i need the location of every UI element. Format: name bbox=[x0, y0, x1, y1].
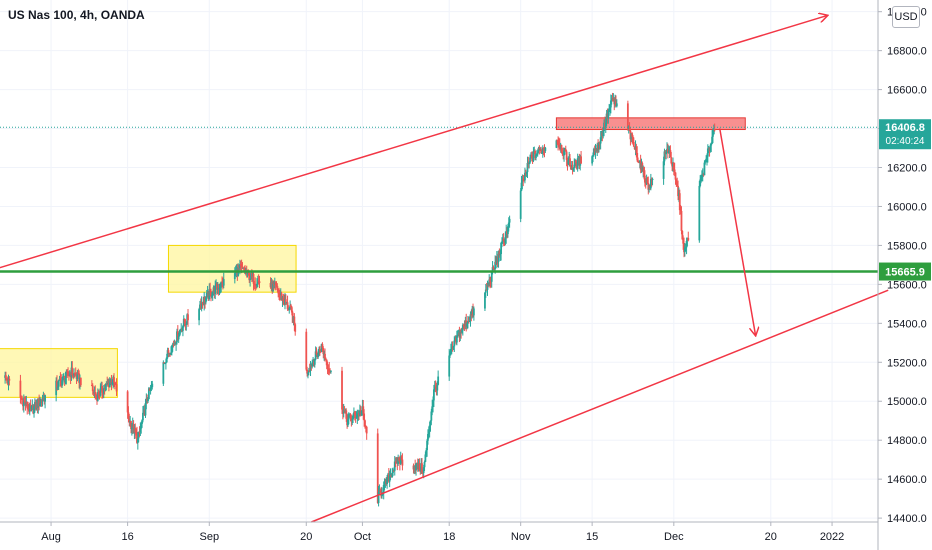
candle-body bbox=[71, 368, 73, 375]
candle-body bbox=[520, 191, 522, 219]
candle-body bbox=[113, 377, 115, 382]
candle-body bbox=[436, 385, 438, 391]
candle-body bbox=[473, 308, 475, 315]
x-tick-label: 20 bbox=[300, 531, 312, 543]
candle-body bbox=[305, 332, 307, 370]
candle-body bbox=[151, 384, 153, 387]
candle-body bbox=[178, 336, 180, 339]
candle-body bbox=[674, 169, 676, 172]
candle-body bbox=[259, 281, 261, 283]
y-tick-label: 14400.0 bbox=[887, 513, 927, 525]
y-tick-label: 16800.0 bbox=[887, 46, 927, 58]
x-tick-label: Aug bbox=[41, 531, 61, 543]
candle-body bbox=[714, 129, 716, 130]
candle-body bbox=[116, 384, 118, 391]
candle-body bbox=[577, 158, 579, 169]
candle-body bbox=[5, 375, 7, 378]
candle-body bbox=[58, 380, 60, 386]
candle-body bbox=[616, 103, 618, 106]
x-tick-label: 20 bbox=[765, 531, 777, 543]
candle-body bbox=[8, 379, 10, 381]
candle-body bbox=[633, 142, 635, 147]
candle-body bbox=[366, 427, 368, 434]
candle-body bbox=[198, 309, 200, 320]
y-tick-label: 15200.0 bbox=[887, 357, 927, 369]
candle-body bbox=[363, 414, 365, 421]
candle-body bbox=[402, 460, 404, 466]
y-tick-label: 15000.0 bbox=[887, 396, 927, 408]
y-tick-label: 16200.0 bbox=[887, 163, 927, 175]
candle-body bbox=[544, 148, 546, 151]
candle-body bbox=[341, 371, 343, 410]
candle-body bbox=[448, 356, 450, 377]
candle-body bbox=[44, 395, 46, 401]
candle-body bbox=[147, 399, 149, 401]
candle-body bbox=[681, 211, 683, 231]
candle-body bbox=[424, 462, 426, 467]
candle-body bbox=[698, 186, 700, 240]
y-tick-label: 16600.0 bbox=[887, 85, 927, 97]
candle-body bbox=[80, 378, 82, 385]
candle-body bbox=[675, 172, 677, 179]
y-tick-label: 15600.0 bbox=[887, 279, 927, 291]
candle-body bbox=[580, 156, 582, 163]
grid bbox=[0, 0, 878, 522]
candle-body bbox=[627, 103, 629, 129]
candle-body bbox=[637, 160, 639, 161]
chart-title: US Nas 100, 4h, OANDA bbox=[8, 8, 145, 22]
last-price-label: 16406.8 bbox=[885, 122, 925, 134]
y-tick-label: 14800.0 bbox=[887, 435, 927, 447]
candle-body bbox=[223, 279, 225, 285]
candle-body bbox=[214, 286, 216, 295]
countdown-label: 02:40:24 bbox=[886, 136, 925, 147]
candle-body bbox=[330, 371, 332, 372]
y-tick-label: 16000.0 bbox=[887, 201, 927, 213]
x-tick-label: 18 bbox=[443, 531, 455, 543]
candle-body bbox=[569, 158, 571, 165]
x-tick-label: 15 bbox=[586, 531, 598, 543]
lower-channel-line bbox=[311, 290, 888, 522]
candle-body bbox=[162, 362, 164, 383]
candle-body bbox=[101, 386, 103, 393]
candle-body bbox=[294, 324, 296, 332]
x-tick-label: Dec bbox=[664, 531, 684, 543]
y-tick-label: 15800.0 bbox=[887, 240, 927, 252]
support-price-label: 15665.9 bbox=[885, 267, 925, 279]
candle-body bbox=[437, 377, 439, 385]
candle-body bbox=[687, 238, 689, 240]
candles bbox=[4, 93, 715, 507]
candle-body bbox=[187, 314, 189, 320]
y-tick-label: 14600.0 bbox=[887, 474, 927, 486]
x-tick-label: Sep bbox=[200, 531, 220, 543]
resistance-zone bbox=[556, 118, 745, 130]
x-tick-label: 16 bbox=[121, 531, 133, 543]
x-tick-label: 2022 bbox=[820, 531, 844, 543]
y-tick-label: 15400.0 bbox=[887, 318, 927, 330]
candle-body bbox=[509, 219, 511, 223]
zones bbox=[0, 118, 745, 398]
currency-badge[interactable]: USD bbox=[892, 6, 920, 28]
x-tick-label: Nov bbox=[511, 531, 531, 543]
projection-arrow bbox=[720, 129, 756, 335]
x-tick-label: Oct bbox=[354, 531, 371, 543]
candle-body bbox=[652, 179, 654, 180]
candle-body bbox=[20, 381, 22, 398]
